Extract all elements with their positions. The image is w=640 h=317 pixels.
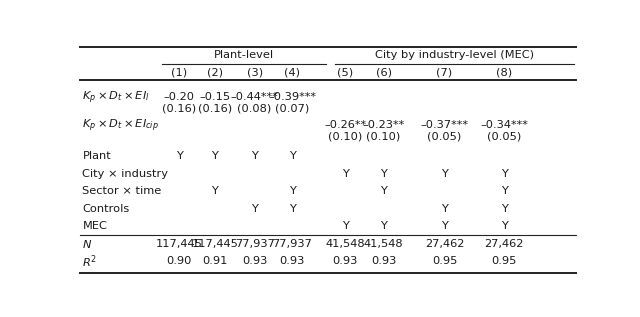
Text: (3): (3) <box>246 68 262 78</box>
Text: (0.05): (0.05) <box>487 131 521 141</box>
Text: (0.08): (0.08) <box>237 103 272 113</box>
Text: 0.93: 0.93 <box>242 256 268 266</box>
Text: (0.07): (0.07) <box>275 103 309 113</box>
Text: (5): (5) <box>337 68 353 78</box>
Text: Y: Y <box>289 204 296 214</box>
Text: (2): (2) <box>207 68 223 78</box>
Text: (0.05): (0.05) <box>428 131 461 141</box>
Text: Y: Y <box>251 151 258 161</box>
Text: 117,445: 117,445 <box>156 239 203 249</box>
Text: $K_p \times D_t \times EI_l$: $K_p \times D_t \times EI_l$ <box>83 89 150 106</box>
Text: 27,462: 27,462 <box>484 239 524 249</box>
Text: –0.23**: –0.23** <box>362 120 404 130</box>
Text: Y: Y <box>441 221 448 231</box>
Text: Plant: Plant <box>83 151 111 161</box>
Text: Y: Y <box>176 151 182 161</box>
Text: Y: Y <box>500 221 508 231</box>
Text: $R^2$: $R^2$ <box>83 253 97 270</box>
Text: 0.93: 0.93 <box>280 256 305 266</box>
Text: Y: Y <box>342 169 349 178</box>
Text: Y: Y <box>500 204 508 214</box>
Text: Plant-level: Plant-level <box>214 50 274 60</box>
Text: Y: Y <box>289 151 296 161</box>
Text: (8): (8) <box>496 68 512 78</box>
Text: 41,548: 41,548 <box>326 239 365 249</box>
Text: –0.26**: –0.26** <box>324 120 367 130</box>
Text: (0.16): (0.16) <box>162 103 196 113</box>
Text: Y: Y <box>441 169 448 178</box>
Text: Y: Y <box>380 221 387 231</box>
Text: Y: Y <box>251 204 258 214</box>
Text: (6): (6) <box>376 68 392 78</box>
Text: 0.95: 0.95 <box>432 256 457 266</box>
Text: –0.39***: –0.39*** <box>268 92 316 102</box>
Text: (4): (4) <box>284 68 300 78</box>
Text: –0.34***: –0.34*** <box>480 120 528 130</box>
Text: Sector × time: Sector × time <box>83 186 162 196</box>
Text: 117,445: 117,445 <box>191 239 238 249</box>
Text: $N$: $N$ <box>83 238 93 250</box>
Text: City × industry: City × industry <box>83 169 168 178</box>
Text: –0.44***: –0.44*** <box>230 92 278 102</box>
Text: Y: Y <box>500 186 508 196</box>
Text: –0.37***: –0.37*** <box>420 120 468 130</box>
Text: Y: Y <box>211 151 218 161</box>
Text: 0.90: 0.90 <box>166 256 192 266</box>
Text: Y: Y <box>500 169 508 178</box>
Text: 41,548: 41,548 <box>364 239 403 249</box>
Text: 0.95: 0.95 <box>492 256 516 266</box>
Text: Y: Y <box>380 186 387 196</box>
Text: Y: Y <box>380 169 387 178</box>
Text: Y: Y <box>441 204 448 214</box>
Text: (0.10): (0.10) <box>328 131 362 141</box>
Text: $K_p \times D_t \times EI_{cip}$: $K_p \times D_t \times EI_{cip}$ <box>83 117 159 134</box>
Text: (7): (7) <box>436 68 452 78</box>
Text: Controls: Controls <box>83 204 130 214</box>
Text: 77,937: 77,937 <box>273 239 312 249</box>
Text: Y: Y <box>211 186 218 196</box>
Text: 77,937: 77,937 <box>235 239 275 249</box>
Text: (1): (1) <box>171 68 188 78</box>
Text: (0.16): (0.16) <box>198 103 232 113</box>
Text: MEC: MEC <box>83 221 108 231</box>
Text: Y: Y <box>289 186 296 196</box>
Text: –0.15: –0.15 <box>199 92 230 102</box>
Text: –0.20: –0.20 <box>164 92 195 102</box>
Text: 0.93: 0.93 <box>333 256 358 266</box>
Text: 0.93: 0.93 <box>371 256 396 266</box>
Text: Y: Y <box>342 221 349 231</box>
Text: (0.10): (0.10) <box>367 131 401 141</box>
Text: 27,462: 27,462 <box>425 239 464 249</box>
Text: 0.91: 0.91 <box>202 256 228 266</box>
Text: City by industry-level (MEC): City by industry-level (MEC) <box>375 50 534 60</box>
